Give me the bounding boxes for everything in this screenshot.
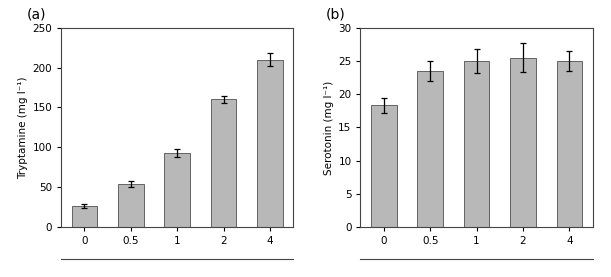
Bar [510,58,536,227]
Text: (b): (b) [326,8,345,22]
Bar [464,61,489,227]
Bar [371,106,397,227]
Bar [118,184,144,227]
Bar [257,60,283,227]
Text: (a): (a) [26,8,46,22]
Bar [211,99,236,227]
Y-axis label: Serotonin (mg l⁻¹): Serotonin (mg l⁻¹) [324,80,334,175]
Bar [557,61,582,227]
Y-axis label: Tryptamine (mg l⁻¹): Tryptamine (mg l⁻¹) [18,76,28,179]
Bar [417,71,443,227]
Bar [164,153,190,227]
Bar [71,206,97,227]
